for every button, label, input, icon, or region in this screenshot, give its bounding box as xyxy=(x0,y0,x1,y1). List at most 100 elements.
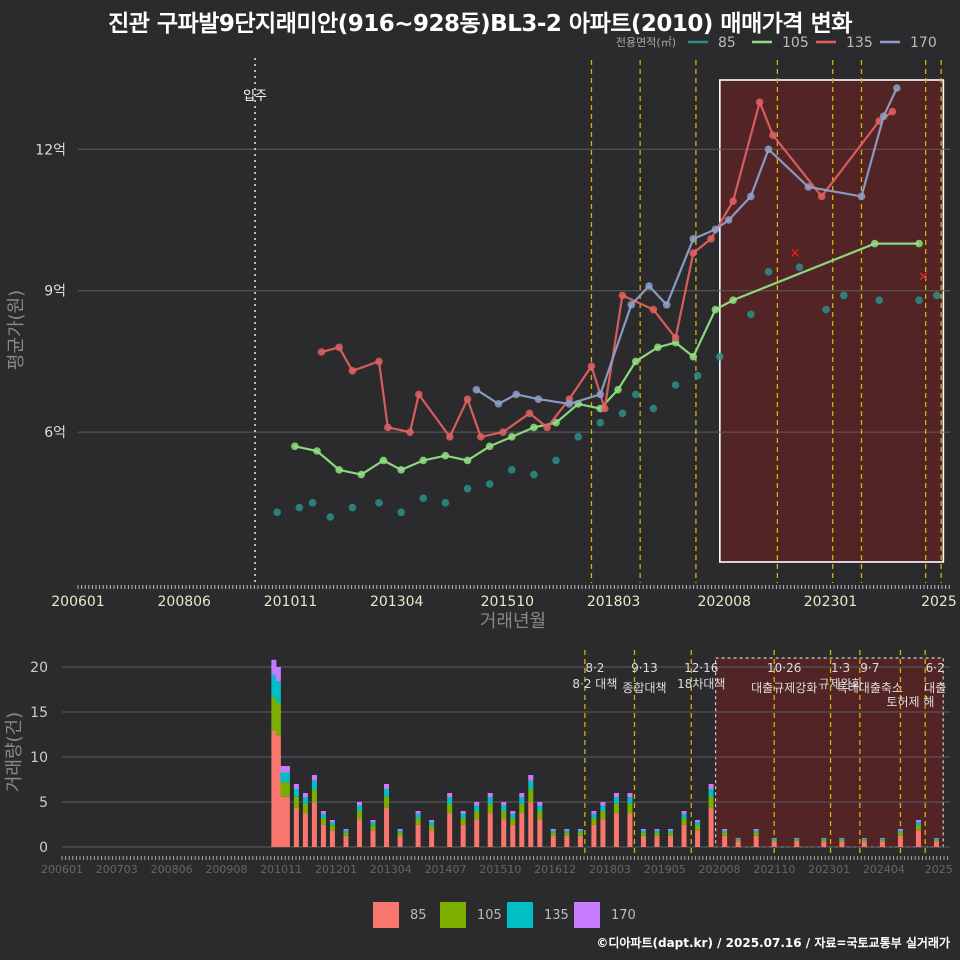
volume-x-tick-16: 2025 xyxy=(925,863,953,876)
point-170-9 xyxy=(689,235,698,243)
volume-bar-2-2 xyxy=(280,772,286,783)
policy-label-4: 규제완화 xyxy=(818,677,862,691)
point-85-12 xyxy=(530,470,538,479)
point-85-2 xyxy=(308,499,317,507)
volume-bar-38-1 xyxy=(722,832,728,836)
volume-bar-37-1 xyxy=(708,796,714,808)
point-170-8 xyxy=(662,301,671,309)
point-85-18 xyxy=(649,404,658,413)
volume-bar-37-2 xyxy=(708,789,714,797)
x-tick-label-1: 200806 xyxy=(158,594,212,610)
volume-bar-5-2 xyxy=(302,797,308,804)
x-tick-label-3: 201304 xyxy=(370,594,424,610)
point-85-9 xyxy=(463,484,472,493)
point-135-3 xyxy=(375,357,383,366)
point-85-27 xyxy=(875,296,883,304)
point-105-22 xyxy=(870,239,879,248)
volume-bar-4-0 xyxy=(293,807,299,847)
point-170-10 xyxy=(711,225,720,234)
point-85-0 xyxy=(273,508,281,517)
point-135-5 xyxy=(406,428,414,436)
point-105-21 xyxy=(729,296,737,304)
x-tick-label-2: 201011 xyxy=(264,594,317,610)
volume-x-tick-10: 201803 xyxy=(589,863,631,876)
volume-bar-16-0 xyxy=(447,813,453,847)
point-85-17 xyxy=(631,390,640,399)
volume-bar-49-2 xyxy=(933,838,939,840)
point-135-24 xyxy=(817,192,826,201)
volume-bar-23-0 xyxy=(528,802,534,847)
volume-bar-20-1 xyxy=(501,811,507,820)
volume-legend-label-105: 105 xyxy=(477,908,502,923)
volume-bar-37-3 xyxy=(708,784,714,790)
point-135-22 xyxy=(755,98,764,106)
volume-bar-39-0 xyxy=(735,841,741,847)
point-105-2 xyxy=(335,466,343,474)
volume-bar-6-0 xyxy=(311,802,317,847)
volume-bar-33-1 xyxy=(654,832,660,836)
volume-bar-25-3 xyxy=(550,829,556,831)
volume-bar-28-1 xyxy=(591,818,597,825)
y-tick-label-0: 6억 xyxy=(44,425,66,441)
volume-bar-8-3 xyxy=(329,820,335,823)
point-170-3 xyxy=(534,395,543,403)
volume-bar-17-0 xyxy=(460,824,466,847)
volume-bar-26-2 xyxy=(564,830,570,833)
volume-bar-15-1 xyxy=(429,825,435,831)
volume-y-tick-0: 0 xyxy=(39,840,48,856)
volume-bar-31-3 xyxy=(627,793,633,798)
volume-bar-8-1 xyxy=(329,825,335,831)
point-170-0 xyxy=(472,385,481,394)
x-tick-label-6: 202008 xyxy=(698,594,751,610)
volume-bar-35-0 xyxy=(681,824,687,847)
point-170-2 xyxy=(512,390,521,399)
volume-bar-48-1 xyxy=(915,825,921,831)
point-85-20 xyxy=(693,371,702,380)
volume-bar-29-1 xyxy=(600,811,606,820)
volume-bar-36-3 xyxy=(695,820,701,823)
volume-bar-24-0 xyxy=(537,819,543,847)
volume-bar-49-0 xyxy=(933,841,939,847)
volume-bar-21-1 xyxy=(510,818,516,825)
point-135-6 xyxy=(415,390,423,399)
volume-bar-44-0 xyxy=(839,841,845,847)
volume-bar-6-2 xyxy=(311,780,317,790)
point-135-18 xyxy=(671,334,680,342)
volume-bar-32-2 xyxy=(640,830,646,833)
point-135-26 xyxy=(888,107,897,116)
point-135-8 xyxy=(463,395,472,403)
volume-bar-31-0 xyxy=(627,813,633,847)
volume-bar-30-1 xyxy=(613,803,619,814)
outlier-marker-1: × xyxy=(918,270,929,285)
volume-bar-25-0 xyxy=(550,835,556,847)
volume-legend-key-135 xyxy=(507,902,533,928)
point-85-28 xyxy=(915,296,923,304)
x-tick-label-8: 2025 xyxy=(921,594,957,610)
legend-label-85: 85 xyxy=(718,35,736,51)
volume-bar-7-1 xyxy=(320,818,326,825)
volume-bar-11-1 xyxy=(370,825,376,831)
volume-bar-34-1 xyxy=(668,832,674,836)
series-line-170 xyxy=(475,87,898,406)
policy-label-3: 대출규제강화 xyxy=(751,681,817,695)
volume-bar-11-0 xyxy=(370,830,376,847)
volume-y-tick-3: 15 xyxy=(30,705,48,721)
volume-bar-34-2 xyxy=(668,830,674,833)
policy-date-1: 9·13 xyxy=(631,661,658,675)
volume-bar-42-3 xyxy=(794,838,800,839)
point-85-19 xyxy=(671,381,680,389)
volume-bar-22-1 xyxy=(519,803,525,814)
volume-bar-40-1 xyxy=(753,832,759,836)
volume-bar-43-3 xyxy=(821,838,827,839)
volume-bar-27-3 xyxy=(577,829,583,831)
volume-bar-7-3 xyxy=(320,811,326,814)
volume-bar-16-3 xyxy=(447,793,453,798)
volume-bar-30-2 xyxy=(613,797,619,804)
volume-bar-14-1 xyxy=(415,818,421,825)
chart-title: 진관 구파발9단지래미안(916~928동)BL3-2 아파트(2010) 매매… xyxy=(108,11,852,37)
point-105-20 xyxy=(711,305,720,314)
volume-bar-47-0 xyxy=(897,835,903,847)
volume-x-tick-9: 201612 xyxy=(534,863,576,876)
point-105-5 xyxy=(397,466,405,474)
point-85-6 xyxy=(397,508,405,517)
